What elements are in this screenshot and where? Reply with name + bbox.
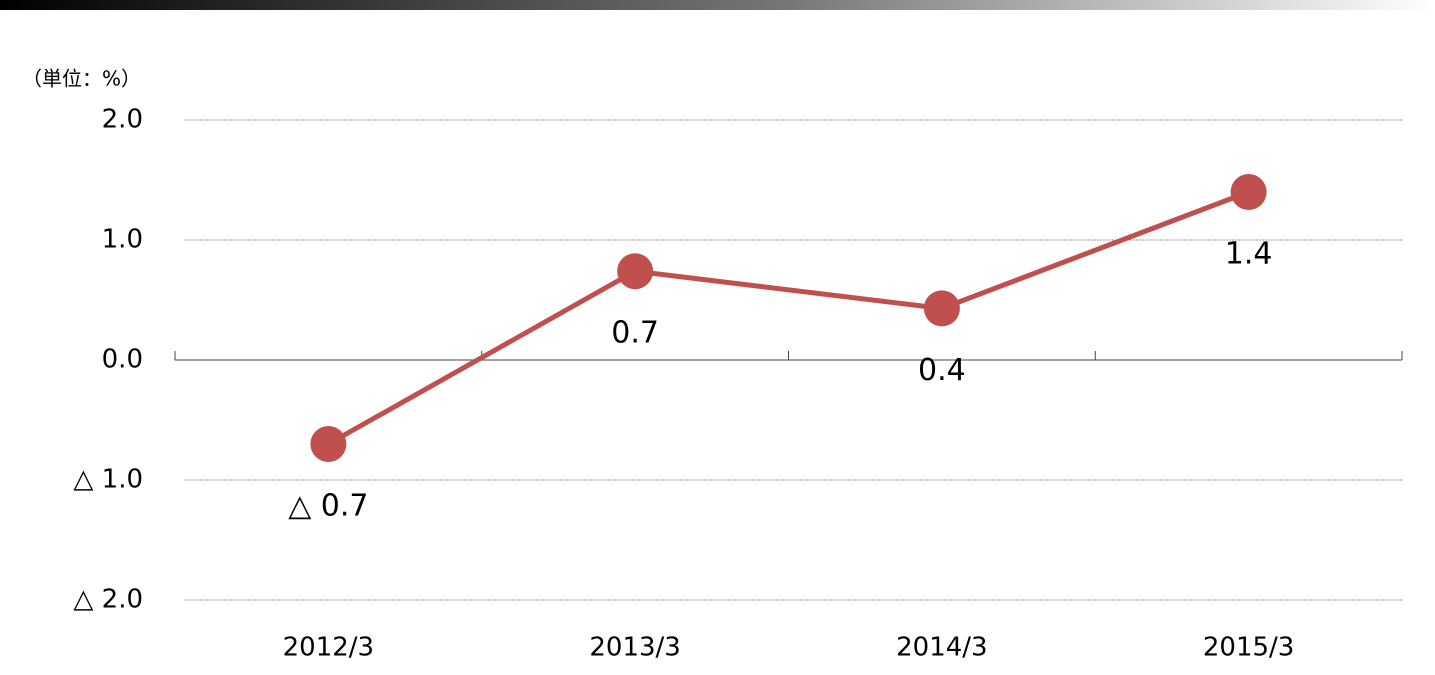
data-label: 1.4: [1225, 237, 1273, 272]
y-tick-label: 0.0: [102, 345, 143, 375]
x-tick-label: 2012/3: [283, 633, 374, 663]
data-point: [310, 426, 347, 462]
y-tick-label: △ 2.0: [73, 585, 143, 615]
header-bar: [0, 0, 1435, 10]
data-label: 0.7: [611, 316, 659, 351]
data-point: [617, 253, 654, 290]
x-tick-label: 2013/3: [589, 633, 680, 663]
data-label: △ 0.7: [288, 489, 368, 524]
x-tick-label: 2015/3: [1203, 633, 1294, 663]
series-line: [327, 189, 1250, 447]
y-tick-label: 1.0: [102, 225, 143, 255]
data-point: [1230, 174, 1267, 210]
data-label: 0.4: [918, 353, 966, 388]
y-tick-label: 2.0: [102, 105, 143, 135]
unit-label: （単位：%）: [22, 67, 141, 91]
y-tick-label: △ 1.0: [73, 465, 143, 495]
data-point: [923, 290, 960, 327]
x-tick-label: 2014/3: [896, 633, 987, 663]
